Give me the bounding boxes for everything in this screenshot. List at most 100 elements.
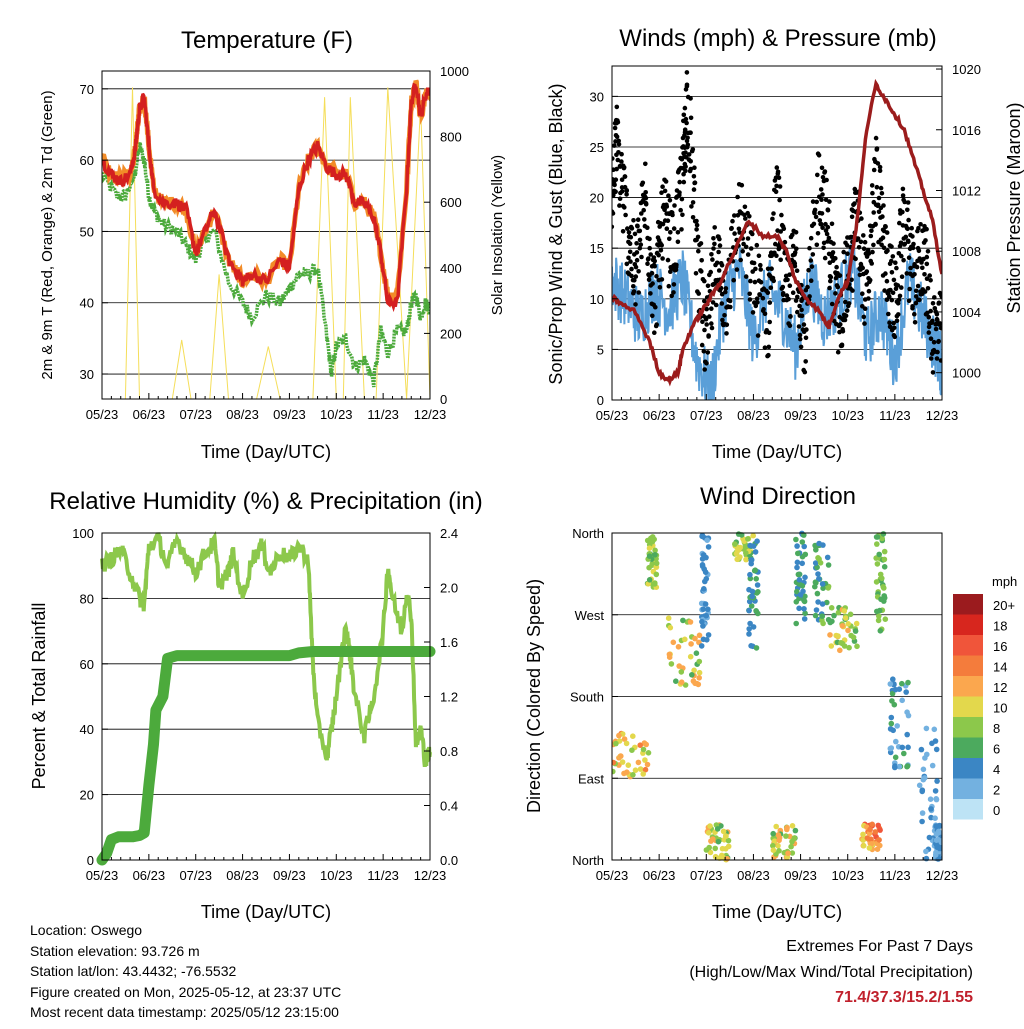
gust-point (683, 164, 688, 169)
direction-point (612, 759, 617, 766)
direction-point (653, 571, 660, 578)
gust-point (766, 330, 772, 336)
gust-point (614, 166, 619, 172)
gust-point (871, 242, 876, 248)
direction-point (889, 690, 896, 697)
gust-point (766, 344, 772, 350)
legend-label: 2 (993, 783, 1000, 798)
gust-point (683, 116, 689, 122)
direction-point (813, 580, 819, 586)
gust-point (902, 199, 907, 205)
gust-point (935, 318, 940, 323)
direction-point (748, 557, 754, 563)
gust-point (797, 332, 803, 338)
direction-point (701, 586, 707, 592)
gust-point (906, 239, 911, 244)
y-tick-label: 60 (80, 657, 94, 672)
direction-point (935, 828, 942, 835)
gust-point (675, 230, 681, 235)
gust-point (747, 297, 753, 302)
gust-point (819, 197, 824, 202)
gust-point (631, 218, 636, 223)
gust-point (691, 187, 697, 192)
direction-point (816, 576, 822, 582)
gust-point (745, 236, 751, 241)
direction-point (720, 828, 727, 835)
gust-point (619, 151, 624, 157)
gust-point (893, 260, 898, 266)
x-tick-label: 07/23 (690, 408, 723, 423)
gust-point (843, 313, 849, 319)
direction-point (705, 632, 712, 638)
gust-point (887, 294, 892, 299)
gust-point (686, 152, 692, 157)
gust-point (757, 292, 763, 298)
gust-point (793, 298, 799, 303)
direction-point (835, 633, 841, 639)
gust-point (916, 248, 922, 254)
gust-point (913, 288, 919, 294)
gust-point (752, 279, 758, 285)
gust-point (920, 265, 925, 271)
direction-point (747, 620, 753, 627)
gust-point (742, 204, 748, 210)
gust-point (777, 184, 783, 189)
gust-point (631, 284, 636, 289)
direction-point (876, 837, 882, 843)
x-tick-label: 11/23 (367, 868, 399, 883)
gust-point (923, 238, 928, 243)
direction-point (755, 589, 761, 595)
direction-point (819, 581, 826, 587)
gust-point (672, 203, 677, 208)
gust-point (870, 190, 875, 196)
gust-point (897, 293, 903, 299)
gust-point (758, 262, 763, 268)
pressure-line (612, 78, 942, 387)
gust-point (635, 217, 641, 222)
gust-point (724, 331, 729, 336)
gust-point (825, 207, 831, 213)
gust-point (681, 112, 687, 118)
gust-point (835, 349, 841, 355)
gust-point (808, 278, 814, 284)
direction-point (899, 680, 905, 687)
gust-point (723, 286, 729, 291)
gust-point (876, 209, 882, 215)
gust-point (704, 361, 709, 366)
direction-point (852, 628, 859, 634)
gust-point (617, 203, 622, 208)
gust-point (883, 224, 888, 230)
gust-point (818, 187, 824, 192)
gust-point (865, 247, 871, 253)
gust-point (842, 317, 848, 323)
direction-point (801, 597, 807, 604)
gust-point (677, 179, 682, 185)
direction-point (893, 738, 899, 745)
direction-point (649, 562, 655, 568)
direction-point (835, 609, 842, 616)
direction-point (801, 543, 807, 550)
gust-point (913, 300, 919, 306)
direction-point (750, 543, 757, 549)
gust-point (868, 233, 874, 239)
direction-point (770, 847, 777, 853)
gust-point (837, 273, 843, 278)
gust-point (793, 230, 799, 235)
gust-point (936, 338, 941, 344)
gust-point (785, 277, 790, 283)
gust-point (794, 268, 800, 274)
gust-point (900, 209, 905, 215)
gust-point (857, 272, 863, 278)
gust-point (938, 358, 942, 363)
gust-point (870, 249, 875, 255)
gust-point (910, 234, 915, 239)
dewpoint-line (102, 142, 430, 388)
gust-point (884, 297, 890, 303)
direction-point (815, 571, 821, 577)
gust-point (646, 256, 651, 261)
gust-point (692, 180, 698, 185)
gust-point (735, 213, 741, 218)
gust-point (664, 226, 670, 231)
gust-point (825, 239, 830, 244)
gust-point (743, 274, 749, 279)
